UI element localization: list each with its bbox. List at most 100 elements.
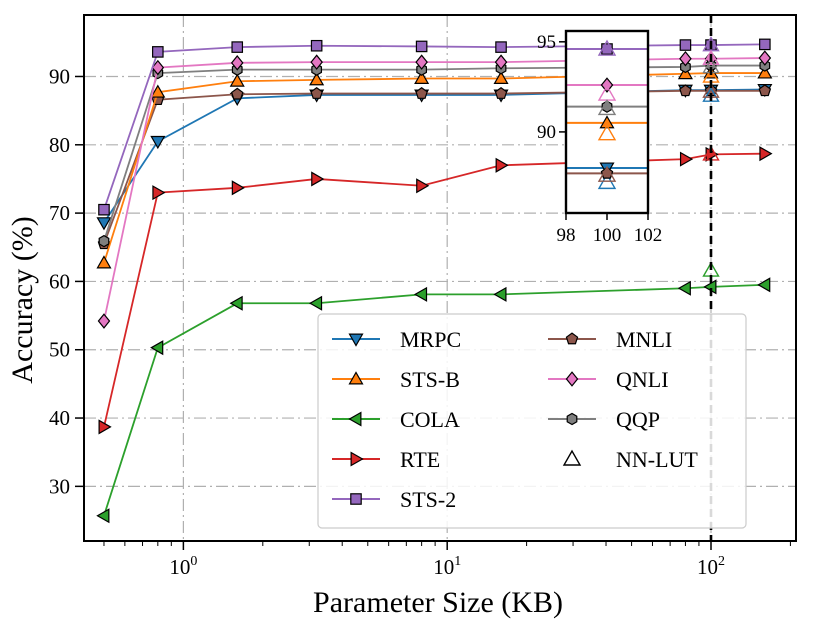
legend-entry-qqp: QQP — [548, 407, 660, 432]
data-point-sts-2 — [231, 41, 244, 53]
data-point-rte — [416, 178, 430, 194]
data-point-mnli — [679, 84, 692, 97]
y-axis-label: Accuracy (%) — [6, 216, 39, 383]
data-point-cola — [493, 286, 507, 302]
data-point-qnli — [679, 50, 692, 67]
inset-nn-lut-sts-2 — [597, 39, 617, 56]
inset-series-mnli — [566, 165, 648, 182]
inset-series-qqp — [566, 99, 648, 116]
series-line-sts-b — [103, 72, 765, 264]
legend-label-sts-2: STS-2 — [400, 487, 456, 512]
series-qqp — [98, 59, 771, 248]
series-sts-2 — [98, 38, 771, 216]
legend-marker-mrpc — [348, 333, 364, 347]
inset-series-sts-b — [566, 115, 648, 141]
data-point-mnli — [415, 86, 428, 99]
legend-entry-nn-lut: NN-LUT — [562, 447, 698, 472]
data-point-qnli — [230, 55, 244, 71]
legend-marker-qqp — [566, 412, 578, 426]
data-point-rte — [98, 419, 112, 435]
inset-nn-lut-qqp — [597, 99, 617, 116]
data-point-qnli — [758, 50, 772, 66]
data-point-sts-2 — [152, 46, 164, 58]
legend-entry-sts-2: STS-2 — [332, 487, 456, 512]
data-point-cola — [308, 295, 323, 311]
axes: 30 40 50 60 70 80 90 100 101 102 — [49, 14, 797, 579]
inset-x-tick-label: 102 — [634, 225, 663, 246]
data-point-qqp — [98, 234, 110, 248]
nn-lut-point-mrpc — [702, 86, 720, 102]
data-point-sts-2 — [759, 38, 771, 51]
data-point-cola — [757, 277, 771, 293]
legend-entry-qnli: QNLI — [548, 367, 669, 392]
y-tick-label: 40 — [49, 406, 70, 430]
data-point-sts-b — [493, 70, 509, 85]
legend-entry-sts-b: STS-B — [332, 367, 460, 392]
legend-marker-cola — [348, 411, 362, 427]
y-tick-label: 30 — [49, 474, 70, 498]
data-point-qnli — [494, 54, 508, 70]
inset-point-sts-2 — [601, 43, 613, 55]
plot-frame — [83, 14, 797, 542]
series-rte — [98, 146, 773, 435]
data-point-sts-2 — [415, 40, 428, 53]
data-point-cola — [96, 508, 110, 524]
legend-label-sts-b: STS-B — [400, 367, 460, 392]
legend-entry-mnli: MNLI — [548, 327, 672, 352]
inset-nn-lut-mnli — [597, 165, 617, 182]
x-tick-label: 101 — [433, 554, 461, 579]
series-cola — [96, 277, 771, 524]
legend-entry-rte: RTE — [332, 447, 440, 472]
data-point-sts-b — [309, 72, 325, 86]
data-point-qnli — [415, 54, 428, 70]
legend-entry-mrpc: MRPC — [332, 327, 461, 352]
y-tick-label: 50 — [49, 338, 70, 362]
x-tick-label: 102 — [697, 554, 725, 579]
data-point-qnli — [97, 313, 111, 329]
data-point-sts-2 — [495, 41, 507, 53]
data-point-mrpc — [150, 135, 166, 150]
legend-label-rte: RTE — [400, 447, 440, 472]
inset-point-sts-b — [599, 115, 615, 129]
legend-marker-sts-b — [348, 371, 364, 385]
data-point-cola — [150, 340, 164, 356]
inset-nn-lut-sts-b — [597, 124, 617, 141]
data-point-sts-b — [96, 255, 112, 269]
legend-marker-mnli — [565, 332, 579, 345]
data-point-sts-b — [757, 65, 773, 79]
legend-marker-qnli — [565, 371, 579, 387]
data-point-sts-b — [150, 84, 166, 98]
inset-y-tick-label: 90 — [537, 122, 556, 143]
data-point-rte — [495, 157, 509, 173]
legend-label-mnli: MNLI — [616, 327, 672, 352]
data-point-qnli — [310, 54, 323, 70]
data-point-mnli — [310, 86, 323, 99]
inset-y-tick-label: 95 — [537, 32, 556, 53]
data-point-rte — [311, 171, 325, 187]
series-lines — [96, 36, 773, 524]
y-tick-label: 70 — [49, 201, 70, 225]
legend-label-qnli: QNLI — [616, 367, 669, 392]
nn-lut-point-qnli — [702, 49, 720, 66]
legend-box — [317, 313, 747, 529]
data-point-mnli — [758, 84, 772, 97]
data-point-mnli — [230, 87, 244, 100]
series-line-mnli — [103, 89, 765, 245]
data-point-rte — [679, 151, 694, 167]
x-tick-label: 100 — [169, 554, 197, 579]
series-mrpc — [96, 83, 773, 231]
inset-series-sts-2 — [566, 39, 648, 56]
legend-marker-nn-lut — [562, 449, 582, 466]
data-point-cola — [229, 295, 243, 311]
y-tick-label: 90 — [49, 64, 70, 88]
legend-label-qqp: QQP — [616, 407, 660, 432]
legend-label-nn-lut: NN-LUT — [616, 447, 698, 472]
legend-entry-cola: COLA — [332, 407, 460, 432]
inset-point-mnli — [600, 166, 614, 179]
data-point-sts-2 — [679, 39, 692, 51]
legend: MRPC STS-B COLA RTE STS-2 MNLI QNLI QQP NN-LUT — [317, 313, 747, 529]
legend-label-mrpc: MRPC — [400, 327, 461, 352]
series-line-mrpc — [103, 88, 765, 224]
data-point-sts-2 — [310, 39, 323, 52]
